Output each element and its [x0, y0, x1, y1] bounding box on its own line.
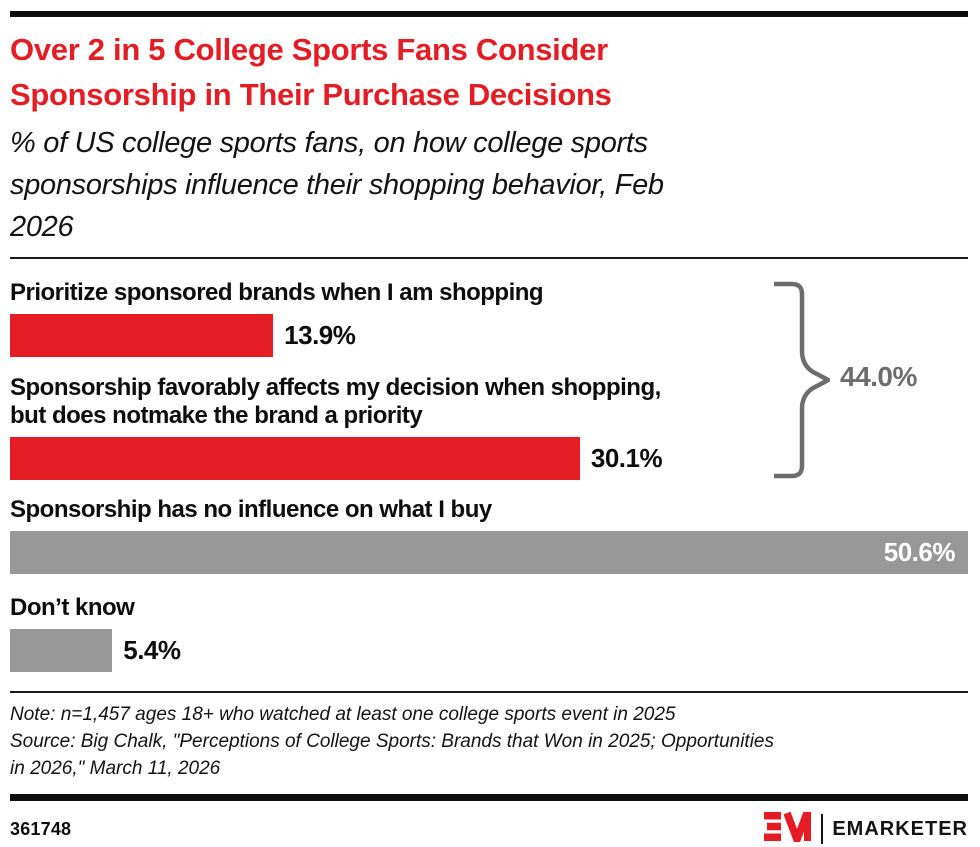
bottom-rule — [10, 794, 968, 801]
bar-row: Prioritize sponsored brands when I am sh… — [10, 279, 968, 357]
chart-id: 361748 — [10, 818, 72, 839]
top-rule — [10, 11, 968, 17]
bar-fill — [10, 437, 580, 480]
chart-subtitle: % of US college sports fans, on how coll… — [10, 127, 664, 243]
bar-track: 50.6% — [10, 531, 968, 574]
bar-row: Don’t know 5.4% — [10, 594, 968, 672]
bar-value-label: 13.9% — [284, 320, 356, 350]
emarketer-monogram-icon — [763, 811, 811, 847]
bar-row: Sponsorship has no influence on what I b… — [10, 496, 968, 574]
bar-fill — [10, 629, 113, 672]
emarketer-logo: EMARKETER — [763, 811, 968, 847]
bar-category-label: Prioritize sponsored brands when I am sh… — [10, 279, 544, 306]
note-text: Note: n=1,457 ages 18+ who watched at le… — [10, 704, 676, 725]
bar-category-label: Sponsorship favorably affects my decisio… — [10, 374, 661, 429]
bar-category-label: Sponsorship has no influence on what I b… — [10, 496, 492, 523]
bar-fill — [10, 314, 274, 357]
chart-title: Over 2 in 5 College Sports Fans Consider… — [10, 32, 612, 112]
chart-page: Over 2 in 5 College Sports Fans Consider… — [0, 11, 980, 847]
brand-name: EMARKETER — [832, 817, 968, 840]
bar-track: 13.9% — [10, 314, 968, 357]
bar-track: 30.1% — [10, 437, 968, 480]
bar-category-label: Don’t know — [10, 594, 135, 621]
footer-divider — [10, 691, 968, 693]
chart-bottom-spacer — [10, 672, 968, 689]
footer-bar: 361748 EMARKETER — [10, 811, 968, 847]
header-divider — [10, 257, 968, 259]
bar-track: 5.4% — [10, 629, 968, 672]
logo-divider — [820, 814, 824, 844]
bar-value-label: 30.1% — [590, 443, 663, 473]
bar-fill: 50.6% — [10, 531, 968, 574]
bar-chart: Prioritize sponsored brands when I am sh… — [10, 259, 968, 689]
bar-value-label: 50.6% — [883, 537, 956, 567]
source-text: Source: Big Chalk, "Perceptions of Colle… — [10, 731, 774, 779]
brace-total-label: 44.0% — [840, 361, 917, 392]
curly-brace-icon — [772, 281, 833, 479]
bar-row: Sponsorship favorably affects my decisio… — [10, 374, 968, 480]
bar-value-label: 5.4% — [123, 635, 181, 665]
